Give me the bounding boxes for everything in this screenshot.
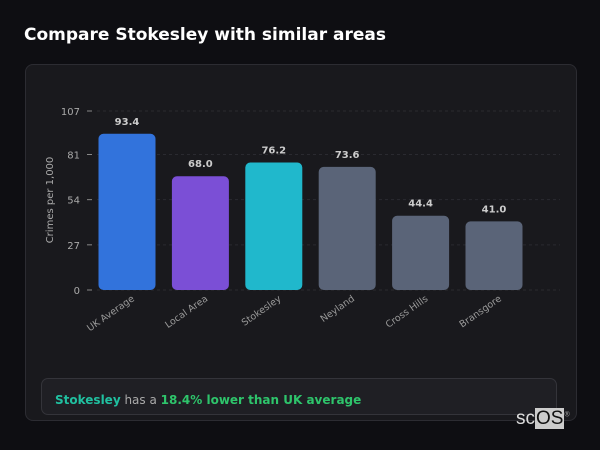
data-label: 44.4 — [408, 199, 433, 210]
bar-bransgore — [465, 221, 523, 290]
bar-local-area — [171, 176, 229, 290]
bar-cross-hills — [392, 215, 450, 290]
y-axis-label: Crimes per 1,000 — [45, 157, 56, 244]
y-tick-label: 81 — [67, 150, 80, 161]
bar-uk-average — [98, 133, 156, 290]
data-label: 41.0 — [482, 204, 507, 215]
x-tick-label: Local Area — [163, 293, 210, 330]
note-place: Stokesley — [55, 393, 121, 407]
y-tick-label: 0 — [74, 286, 80, 297]
data-label: 93.4 — [115, 117, 140, 128]
x-tick-label: Stokesley — [240, 293, 284, 328]
bar-neyland — [318, 166, 376, 290]
y-tick-label: 107 — [61, 107, 80, 118]
x-tick-label: Bransgore — [458, 293, 504, 330]
comparison-note: Stokesley has a 18.4% lower than UK aver… — [41, 378, 557, 415]
y-tick-label: 27 — [67, 241, 80, 252]
x-tick-label: Neyland — [319, 293, 357, 324]
bar-stokesley — [245, 162, 303, 290]
page-title: Compare Stokesley with similar areas — [24, 25, 386, 45]
data-label: 68.0 — [188, 159, 213, 170]
data-label: 73.6 — [335, 150, 360, 161]
note-highlight: 18.4% lower than UK average — [160, 393, 362, 407]
x-tick-label: Cross Hills — [384, 293, 431, 330]
data-label: 76.2 — [261, 146, 286, 157]
note-middle: has a — [120, 393, 161, 407]
x-tick-label: UK Average — [85, 293, 137, 334]
scos-logo: scOS® — [516, 408, 570, 429]
y-tick-label: 54 — [67, 196, 80, 207]
